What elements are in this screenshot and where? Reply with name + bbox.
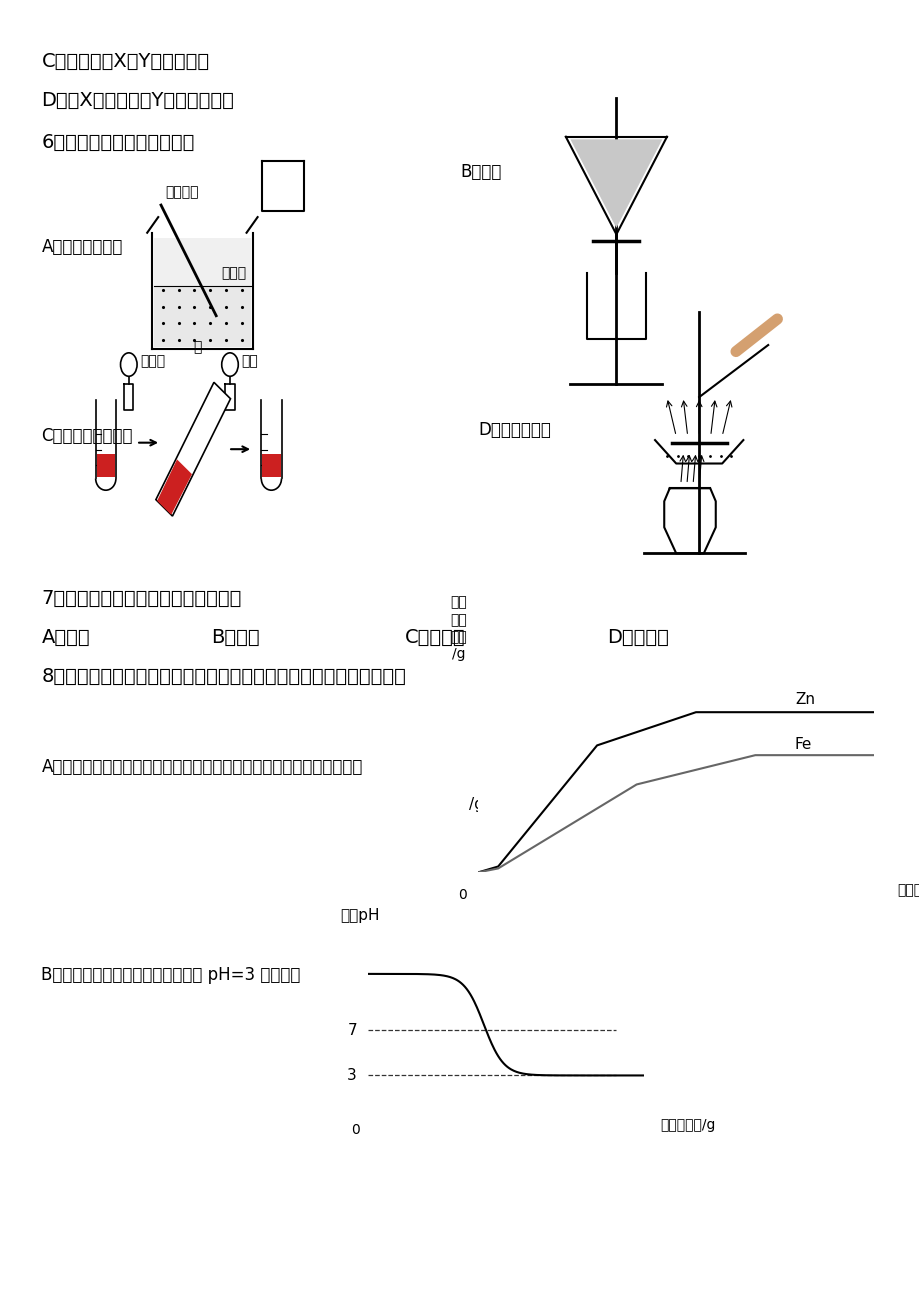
Text: A．常温下，相同质量的锌和铁分别与足量的相同浓度的稀硫酸反应质量: A．常温下，相同质量的锌和铁分别与足量的相同浓度的稀硫酸反应质量 <box>41 758 362 776</box>
Text: Zn: Zn <box>794 693 814 707</box>
Text: D．蒸发食盐水: D．蒸发食盐水 <box>478 421 550 439</box>
Text: 生成
气体
质量
/g: 生成 气体 质量 /g <box>449 595 467 661</box>
Text: C．苹果醋: C．苹果醋 <box>404 628 465 647</box>
Text: 7、下列溶液，能使无色酚酞变红的是: 7、下列溶液，能使无色酚酞变红的是 <box>41 589 242 608</box>
FancyBboxPatch shape <box>262 453 280 477</box>
Text: 6、下列实验操作不正确的是: 6、下列实验操作不正确的是 <box>41 133 195 152</box>
Text: 7: 7 <box>347 1023 357 1038</box>
Text: 红墨水: 红墨水 <box>140 354 165 368</box>
Text: 8、学习科学时我们经常会用图象来建模。下列对图象的分析正确的是: 8、学习科学时我们经常会用图象来建模。下列对图象的分析正确的是 <box>41 667 406 686</box>
Text: C．常温下，X、Y一定是气体: C．常温下，X、Y一定是气体 <box>41 52 210 72</box>
Text: 0: 0 <box>458 888 466 902</box>
Text: Fe: Fe <box>794 737 811 753</box>
Text: /g: /g <box>469 797 483 812</box>
Polygon shape <box>155 383 231 516</box>
Text: D．石灰水: D．石灰水 <box>607 628 668 647</box>
Polygon shape <box>157 460 192 514</box>
Text: 稀盐酸质量/g: 稀盐酸质量/g <box>660 1118 715 1133</box>
Text: 浓硫酸: 浓硫酸 <box>221 266 245 280</box>
Text: B．过滤: B．过滤 <box>460 163 501 181</box>
Ellipse shape <box>221 353 238 376</box>
Text: 不断搅拌: 不断搅拌 <box>165 185 199 199</box>
FancyBboxPatch shape <box>153 286 251 346</box>
FancyBboxPatch shape <box>96 453 115 477</box>
Text: 3: 3 <box>346 1068 357 1083</box>
Text: B．向一定量的氢氧化钠溶液中滴加 pH=3 的稀盐酸: B．向一定量的氢氧化钠溶液中滴加 pH=3 的稀盐酸 <box>41 966 301 984</box>
Text: B．盐水: B．盐水 <box>211 628 260 647</box>
Text: 0: 0 <box>350 1122 359 1137</box>
Text: 溶液pH: 溶液pH <box>340 907 379 923</box>
Text: 乙醇: 乙醇 <box>241 354 257 368</box>
FancyBboxPatch shape <box>153 238 251 286</box>
Text: C．乙醇溶于水实验: C．乙醇溶于水实验 <box>41 427 132 445</box>
Text: D．若X是单质，则Y一定是氧化物: D．若X是单质，则Y一定是氧化物 <box>41 91 234 111</box>
Text: 水: 水 <box>193 340 201 354</box>
Polygon shape <box>570 139 662 228</box>
Text: A．浓硫酸的稀释: A．浓硫酸的稀释 <box>41 238 122 256</box>
Text: 反应时间/s: 反应时间/s <box>897 883 919 896</box>
Ellipse shape <box>120 353 137 376</box>
Text: A．硫酸: A．硫酸 <box>41 628 90 647</box>
